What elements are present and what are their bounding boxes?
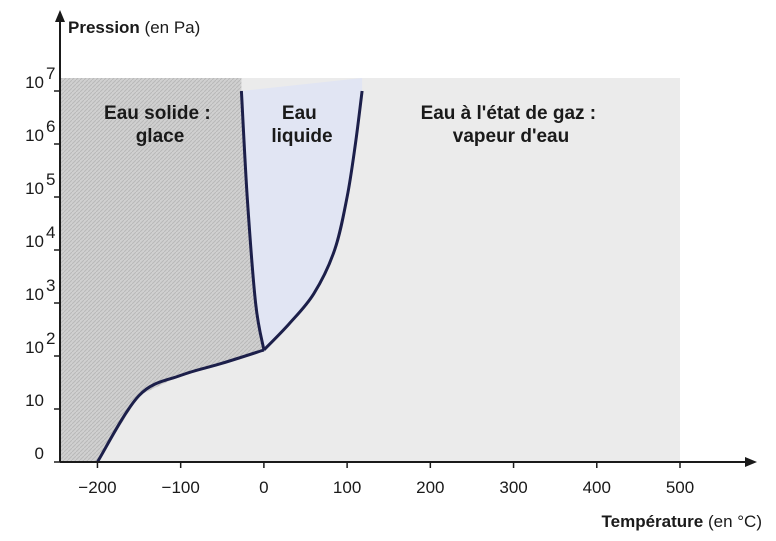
y-tick-exponent: 6 (46, 117, 55, 136)
liquid-region (241, 78, 363, 350)
y-tick-label: 10 (25, 285, 44, 304)
y-tick-label: 10 (25, 126, 44, 145)
sublimation-curve (96, 348, 265, 463)
vaporization-curve (262, 90, 364, 352)
x-tick-label: −100 (162, 478, 200, 497)
y-tick-label: 10 (25, 391, 44, 410)
x-tick-label: 400 (583, 478, 611, 497)
y-tick-exponent: 4 (46, 223, 55, 242)
y-axis-arrow (55, 10, 65, 22)
x-axis-arrow (745, 457, 757, 467)
liquid-region-label: Eau liquide (271, 103, 332, 147)
y-tick-exponent: 2 (46, 329, 55, 348)
gas-region-label: Eau à l'état de gaz : vapeur d'eau (421, 103, 602, 147)
y-tick-label: 10 (25, 179, 44, 198)
solid-region-label: Eau solide : glace (104, 103, 216, 147)
x-tick-label: 300 (499, 478, 527, 497)
melting-curve (239, 90, 266, 351)
y-tick-exponent: 7 (46, 64, 55, 83)
y-tick-label: 10 (25, 232, 44, 251)
y-tick-exponent: 5 (46, 170, 55, 189)
x-tick-label: 200 (416, 478, 444, 497)
y-axis-label: Pression (en Pa) (68, 18, 200, 37)
x-tick-label: 100 (333, 478, 361, 497)
y-tick-exponent: 3 (46, 276, 55, 295)
x-tick-label: 500 (666, 478, 694, 497)
y-tick-label: 0 (35, 444, 44, 463)
x-tick-label: 0 (259, 478, 268, 497)
y-tick-label: 10 (25, 73, 44, 92)
x-axis-label: Température (en °C) (602, 512, 762, 531)
solid-region (60, 78, 264, 462)
x-tick-label: −200 (78, 478, 116, 497)
y-tick-label: 10 (25, 338, 44, 357)
